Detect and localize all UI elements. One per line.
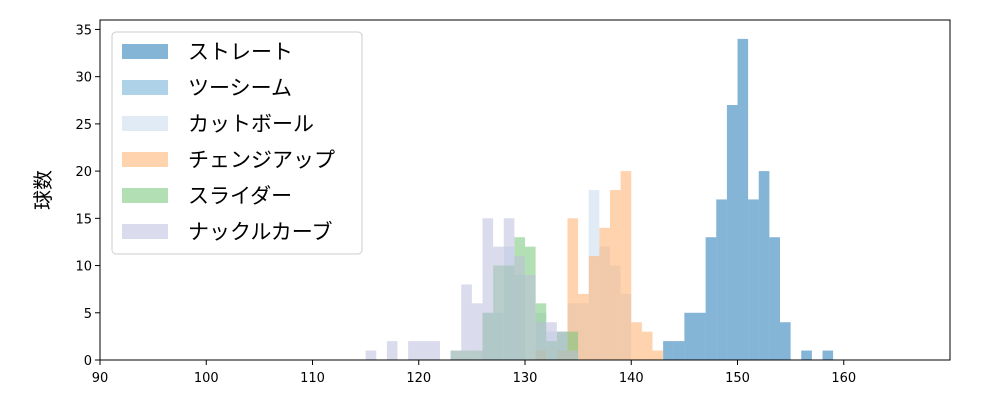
bar-4-11 (567, 331, 579, 360)
bar-5-14 (535, 322, 547, 360)
bar-5-6 (450, 350, 462, 360)
bar-5-9 (482, 218, 494, 360)
bar-3-4 (588, 256, 600, 360)
bar-5-1 (386, 341, 398, 360)
legend-label-4: スライダー (188, 184, 292, 208)
legend-swatch-5 (122, 224, 168, 239)
legend-label-3: チェンジアップ (188, 148, 335, 172)
bar-3-10 (652, 350, 664, 360)
x-tick-label-6: 150 (725, 371, 750, 386)
legend-label-0: ストレート (188, 40, 293, 64)
bar-5-16 (556, 331, 568, 360)
y-tick-label-5: 25 (75, 118, 92, 133)
bar-0-1 (673, 341, 685, 360)
x-tick-label-5: 140 (619, 371, 644, 386)
bar-5-13 (525, 275, 536, 360)
y-axis: 0 5 10 15 20 25 30 35 (75, 23, 100, 369)
x-axis: 90 100 110 120 130 140 150 160 (92, 360, 856, 386)
x-tick-label-3: 120 (406, 371, 431, 386)
x-tick-label-1: 100 (194, 371, 219, 386)
y-tick-label-1: 5 (84, 307, 92, 322)
legend-box (111, 31, 363, 255)
bar-0-0 (663, 341, 674, 360)
y-axis-label: 球数 (31, 170, 55, 210)
bar-5-17 (567, 350, 579, 360)
x-tick-label-4: 130 (513, 371, 538, 386)
bar-0-9 (758, 171, 770, 360)
legend-swatch-2 (122, 116, 168, 131)
bar-0-4 (705, 237, 717, 360)
y-tick-label-0: 0 (84, 354, 92, 369)
legend-label-1: ツーシーム (188, 76, 292, 100)
bar-3-9 (641, 331, 653, 360)
bar-0-2 (684, 312, 695, 360)
bar-0-7 (737, 38, 749, 361)
bar-5-15 (546, 322, 557, 360)
bar-3-3 (578, 293, 589, 360)
y-tick-label-7: 35 (75, 23, 92, 38)
x-tick-label-7: 160 (831, 371, 856, 386)
bar-0-11 (780, 322, 791, 360)
y-tick-label-3: 15 (75, 212, 92, 227)
legend-label-2: カットボール (188, 112, 314, 136)
legend-swatch-4 (122, 188, 168, 203)
legend-swatch-3 (122, 152, 168, 167)
bar-5-0 (365, 350, 377, 360)
bar-0-13 (822, 350, 834, 360)
y-tick-label-2: 10 (75, 260, 92, 275)
y-tick-label-4: 20 (75, 165, 92, 180)
bar-0-12 (801, 350, 812, 360)
bar-3-8 (631, 322, 642, 360)
legend-label-5: ナックルカーブ (188, 220, 332, 244)
bar-5-10 (493, 246, 504, 360)
bar-0-8 (748, 199, 759, 360)
bar-5-12 (514, 256, 525, 360)
bar-0-3 (695, 312, 706, 360)
bar-0-6 (726, 105, 738, 360)
bars-layer (365, 38, 834, 361)
x-tick-label-2: 110 (300, 371, 325, 386)
bar-5-11 (503, 218, 515, 360)
bar-5-3 (408, 341, 419, 360)
bar-5-7 (461, 284, 472, 360)
bar-5-5 (429, 341, 440, 360)
legend-swatch-0 (122, 44, 168, 59)
bar-3-2 (567, 218, 579, 360)
x-tick-label-0: 90 (92, 371, 109, 386)
bar-0-10 (769, 237, 780, 360)
bar-3-6 (610, 190, 621, 360)
bar-5-8 (471, 303, 483, 360)
bar-3-5 (599, 227, 610, 360)
bar-5-4 (418, 341, 430, 360)
bar-0-5 (716, 199, 727, 360)
y-tick-label-6: 30 (75, 71, 92, 86)
legend-swatch-1 (122, 80, 168, 95)
bar-3-7 (620, 171, 632, 360)
